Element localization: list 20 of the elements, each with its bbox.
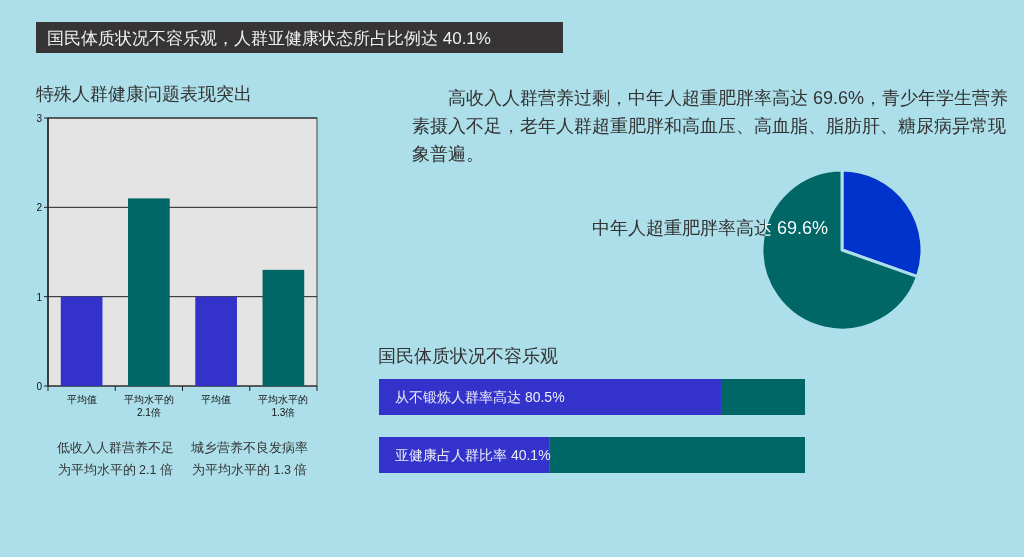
y-tick-label: 0 bbox=[36, 381, 43, 392]
x-tick-label: 平均值 bbox=[201, 394, 232, 405]
bar bbox=[128, 198, 170, 386]
x-tick-label: 平均水平的 2.1倍 bbox=[123, 394, 174, 418]
data-label: 亚健康占人群比率 40.1% bbox=[395, 447, 551, 463]
y-tick-label: 2 bbox=[36, 202, 43, 214]
bar bbox=[195, 296, 237, 386]
text: 城乡营养不良发病率为平均水平的 1.3 倍 bbox=[190, 440, 309, 477]
chart-title: 特殊人群健康问题表现突出 bbox=[36, 84, 252, 104]
x-tick-label: 平均水平的 1.3倍 bbox=[258, 394, 309, 418]
bar bbox=[60, 296, 103, 386]
y-tick-label: 1 bbox=[36, 291, 43, 303]
y-tick-label: 3 bbox=[36, 113, 43, 124]
text: 低收入人群营养不足为平均水平的 2.1 倍 bbox=[56, 440, 174, 477]
bar bbox=[262, 269, 305, 386]
x-tick-label: 平均值 bbox=[66, 394, 97, 405]
text: 国民体质状况不容乐观，人群亚健康状态所占比例达 40.1% bbox=[47, 28, 491, 48]
data-label: 从不锻炼人群率高达 80.5% bbox=[395, 389, 565, 405]
chart-title: 国民体质状况不容乐观 bbox=[378, 346, 558, 366]
chart-subtitle: 高收入人群营养过剩，中年人超重肥胖率高达 69.6%，青少年学生营养素摄入不足，老年人群超重肥胖和高血压、高血脂、脂肪肝、糖尿病异常现象普遍。 bbox=[412, 88, 1009, 164]
